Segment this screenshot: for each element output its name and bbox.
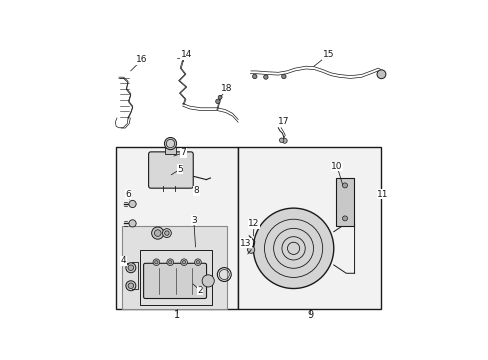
Circle shape (164, 138, 176, 150)
Circle shape (380, 192, 384, 196)
Circle shape (154, 261, 158, 264)
Text: 7: 7 (180, 148, 186, 157)
Text: 14: 14 (180, 50, 192, 59)
Circle shape (162, 229, 171, 238)
Circle shape (129, 201, 136, 208)
Circle shape (128, 265, 133, 270)
Circle shape (342, 183, 347, 188)
Circle shape (154, 230, 161, 237)
Text: 16: 16 (136, 55, 147, 64)
Text: 3: 3 (190, 216, 196, 225)
Circle shape (168, 261, 172, 264)
Bar (116, 147, 238, 309)
Circle shape (129, 220, 136, 227)
Text: 11: 11 (377, 190, 388, 199)
Circle shape (215, 99, 220, 104)
Text: 6: 6 (125, 190, 131, 199)
Text: 10: 10 (331, 162, 342, 171)
Text: 9: 9 (306, 310, 313, 320)
Circle shape (194, 259, 201, 266)
Circle shape (252, 74, 257, 79)
Circle shape (164, 231, 169, 235)
Text: 18: 18 (221, 85, 232, 94)
Text: 12: 12 (248, 220, 259, 229)
Circle shape (378, 190, 386, 198)
Text: 1: 1 (174, 310, 180, 320)
Circle shape (153, 259, 160, 266)
Circle shape (281, 74, 285, 79)
Text: 17: 17 (277, 117, 288, 126)
Circle shape (125, 281, 136, 291)
Circle shape (202, 275, 214, 287)
Bar (238, 147, 380, 309)
Circle shape (247, 246, 254, 253)
Text: 4: 4 (121, 256, 126, 265)
FancyBboxPatch shape (143, 263, 206, 298)
Circle shape (166, 259, 173, 266)
Text: 8: 8 (193, 186, 199, 195)
Circle shape (263, 75, 267, 79)
Text: 2: 2 (197, 286, 203, 295)
Bar (164, 147, 176, 154)
Text: 5: 5 (177, 165, 183, 174)
Circle shape (279, 138, 284, 143)
Circle shape (218, 95, 222, 99)
Circle shape (182, 261, 185, 264)
Circle shape (181, 259, 187, 266)
Circle shape (151, 227, 163, 239)
Text: 13: 13 (240, 239, 251, 248)
Bar (122, 226, 226, 309)
Circle shape (376, 70, 385, 79)
Circle shape (128, 283, 133, 288)
Bar (335, 177, 353, 226)
FancyBboxPatch shape (148, 152, 193, 188)
Circle shape (253, 208, 333, 288)
Text: 15: 15 (322, 50, 333, 59)
Circle shape (282, 138, 286, 143)
Bar (140, 250, 211, 305)
Circle shape (342, 216, 347, 221)
Circle shape (166, 139, 174, 148)
Circle shape (196, 261, 199, 264)
Circle shape (125, 263, 136, 273)
